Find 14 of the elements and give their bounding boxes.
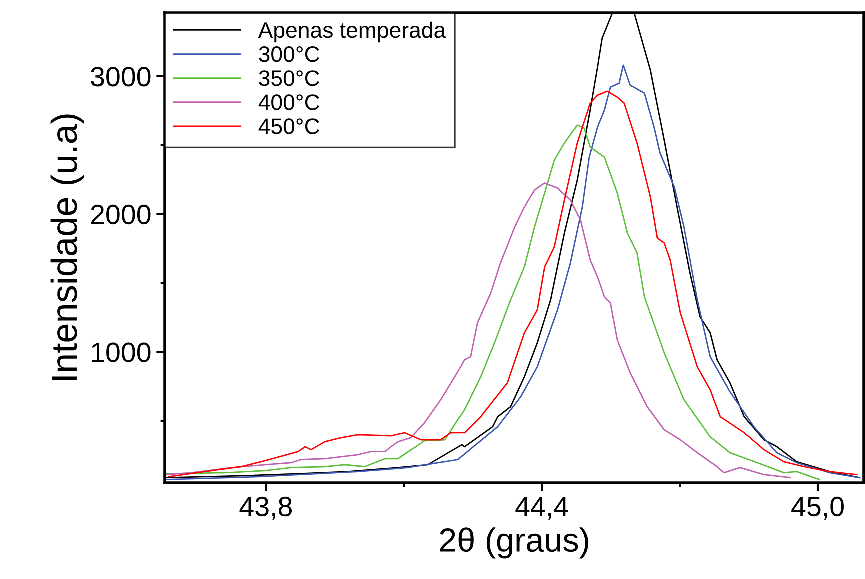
y-axis-title: Intensidade (u.a) [50, 114, 84, 380]
x-tick-label: 44,4 [516, 497, 568, 520]
legend-label: Apenas temperada [258, 22, 446, 43]
x-tick-label: 45,0 [792, 496, 844, 520]
y-tick-label: 3000 [91, 67, 151, 87]
y-tick-label: 1000 [92, 342, 151, 362]
x-axis-title: 2θ (graus) [440, 528, 588, 559]
x-tick-label: 43,8 [240, 496, 292, 520]
legend-label: 450°C [258, 118, 320, 134]
line-series [165, 182, 792, 479]
legend-label: 300°C [259, 46, 320, 62]
y-tick-label: 2000 [91, 204, 151, 225]
legend-label: 400°C [258, 94, 320, 110]
legend-label: 350°C [259, 70, 320, 86]
